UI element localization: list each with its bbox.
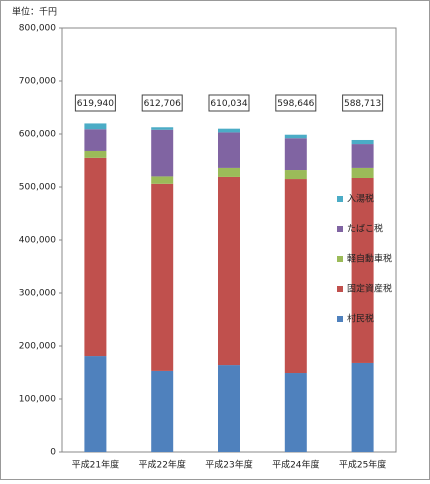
bar-segment xyxy=(218,132,240,168)
x-tick-label: 平成22年度 xyxy=(138,459,185,471)
bar-segment xyxy=(351,177,374,363)
total-box xyxy=(342,94,384,112)
x-tick-label: 平成21年度 xyxy=(72,459,119,471)
total-box xyxy=(141,94,183,112)
y-tick-label: 100,000 xyxy=(19,395,56,405)
bar-segment xyxy=(284,134,307,139)
legend-swatch xyxy=(337,316,343,322)
bar-segment xyxy=(84,157,107,357)
bar-segment xyxy=(218,167,240,177)
total-label: 619,940 xyxy=(77,99,114,109)
y-tick-label: 0 xyxy=(50,448,56,458)
legend-label: 固定資産税 xyxy=(347,283,392,295)
bar-segment xyxy=(284,373,307,452)
legend-swatch xyxy=(337,196,343,202)
y-tick-label: 500,000 xyxy=(19,183,56,193)
unit-label: 単位：千円 xyxy=(12,6,57,18)
x-tick-label: 平成24年度 xyxy=(272,459,319,471)
bar-segment xyxy=(351,167,374,178)
bar-segment xyxy=(84,129,107,151)
legend-swatch xyxy=(337,256,343,262)
legend-label: 村民税 xyxy=(347,313,374,325)
legend-swatch xyxy=(337,286,343,292)
y-tick-label: 300,000 xyxy=(19,289,56,299)
bar-segment xyxy=(218,365,240,452)
bar-segment xyxy=(84,150,107,158)
bar-segment xyxy=(351,144,374,168)
y-tick-label: 600,000 xyxy=(19,130,56,140)
bar-segment xyxy=(284,170,307,180)
bar-segment xyxy=(84,123,107,130)
legend-label: たばこ税 xyxy=(347,223,383,235)
y-tick-label: 200,000 xyxy=(19,342,56,352)
x-tick-label: 平成23年度 xyxy=(205,459,252,471)
total-box xyxy=(74,94,116,112)
bar-segment xyxy=(218,128,240,133)
x-tick-label: 平成25年度 xyxy=(339,459,386,471)
bar-segment xyxy=(351,362,374,452)
legend-swatch xyxy=(337,226,343,232)
bar-segment xyxy=(151,183,174,371)
legend-label: 入湯税 xyxy=(347,193,374,205)
total-label: 610,034 xyxy=(210,99,247,109)
bar-segment xyxy=(284,179,307,374)
bar-segment xyxy=(84,356,107,452)
y-tick-label: 700,000 xyxy=(19,77,56,87)
total-box xyxy=(275,94,317,112)
bar-segment xyxy=(284,138,307,171)
bar-segment xyxy=(151,176,174,184)
bar-segment xyxy=(151,129,174,177)
total-label: 612,706 xyxy=(144,99,181,109)
y-tick-label: 400,000 xyxy=(19,236,56,246)
y-tick-label: 800,000 xyxy=(19,24,56,34)
total-label: 598,646 xyxy=(277,99,314,109)
total-label: 588,713 xyxy=(344,99,381,109)
total-box xyxy=(208,94,250,112)
bar-segment xyxy=(151,370,174,452)
bar-segment xyxy=(351,139,374,145)
bar-segment xyxy=(218,176,240,366)
bar-segment xyxy=(151,127,174,130)
legend-label: 軽自動車税 xyxy=(347,253,392,265)
